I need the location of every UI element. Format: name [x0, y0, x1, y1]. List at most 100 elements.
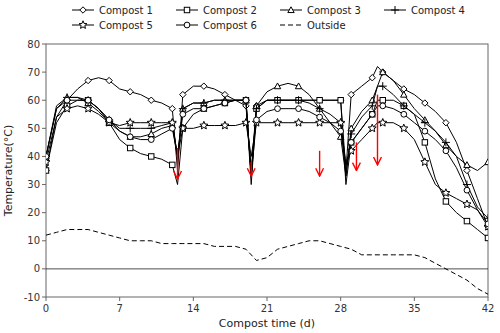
plot-area: [46, 66, 488, 294]
series-marker: [347, 130, 355, 138]
chart: 071421283542-1001020304050607080Compost …: [0, 0, 500, 333]
series-marker: [222, 100, 228, 106]
series-marker: [296, 106, 302, 112]
x-tick: [340, 297, 341, 301]
legend-item: Compost 6: [176, 20, 257, 31]
reference-line: [46, 268, 488, 269]
series-marker: [442, 138, 450, 146]
y-tick: [42, 72, 46, 73]
series-marker: [464, 187, 470, 193]
series-line: [46, 230, 488, 295]
y-tick-label: 50: [27, 123, 40, 134]
series-marker: [368, 124, 376, 132]
legend-label: Compost 3: [307, 5, 361, 16]
series-line: [46, 100, 488, 224]
x-tick: [119, 297, 120, 301]
series-marker: [148, 97, 154, 103]
y-tick-label: -10: [24, 292, 40, 303]
series-marker: [149, 154, 154, 159]
y-tick: [42, 128, 46, 129]
series-marker: [463, 200, 471, 208]
series-marker: [221, 121, 229, 129]
series-marker: [84, 104, 92, 112]
series-marker: [179, 124, 187, 132]
series-marker: [348, 91, 354, 97]
series-marker: [275, 106, 281, 112]
legend-marker: [391, 6, 399, 14]
series-marker: [338, 98, 343, 103]
series-marker: [380, 69, 386, 75]
series-marker: [242, 96, 250, 104]
series-line: [46, 66, 488, 226]
series-marker: [421, 158, 429, 166]
series-marker: [274, 96, 282, 104]
series-marker: [401, 111, 407, 117]
legend: Compost 1Compost 2Compost 3Compost 4Comp…: [72, 5, 465, 31]
x-tick: [414, 297, 415, 301]
legend-swatch: [280, 25, 302, 26]
series-line: [46, 86, 488, 218]
series-marker: [201, 106, 206, 111]
series-marker: [401, 91, 407, 97]
series-marker: [380, 69, 386, 75]
legend-item: Compost 3: [280, 5, 361, 16]
series-marker: [242, 119, 250, 127]
series-marker: [422, 128, 428, 134]
x-tick-label: 7: [116, 303, 122, 314]
y-tick-label: 80: [27, 39, 40, 50]
series-marker: [295, 96, 303, 104]
series-marker: [400, 102, 408, 110]
series-marker: [274, 83, 280, 89]
series-marker: [169, 125, 175, 131]
legend-marker: [80, 7, 86, 13]
series-line: [46, 72, 488, 176]
y-tick-label: 40: [27, 151, 40, 162]
series-marker: [201, 106, 207, 112]
series-marker: [369, 75, 375, 81]
arrow: [377, 95, 378, 165]
series-marker: [317, 114, 323, 120]
y-tick-label: 60: [27, 95, 40, 106]
series-marker: [274, 119, 282, 127]
legend-label: Outside: [307, 20, 346, 31]
series-marker: [380, 98, 385, 103]
series-marker: [46, 167, 49, 173]
x-tick-label: 28: [334, 303, 347, 314]
series-marker: [85, 77, 91, 83]
series-marker: [243, 97, 249, 103]
legend-marker: [184, 22, 190, 28]
series-marker: [243, 97, 249, 103]
x-tick: [193, 297, 194, 301]
y-axis-label: Temperature(°C): [2, 125, 15, 217]
y-tick: [42, 100, 46, 101]
series-marker: [295, 119, 303, 127]
series-marker: [464, 162, 470, 168]
y-tick-label: 20: [27, 207, 40, 218]
series: [46, 97, 488, 226]
series-marker: [85, 97, 91, 103]
series-marker: [180, 91, 186, 97]
series: [46, 98, 488, 241]
series-marker: [126, 119, 134, 127]
series-marker: [46, 154, 49, 160]
y-tick-label: 10: [27, 235, 40, 246]
series-marker: [316, 97, 322, 103]
series-marker: [85, 98, 90, 103]
series-marker: [464, 218, 469, 223]
legend-label: Compost 5: [99, 20, 153, 31]
series-marker: [200, 121, 208, 129]
legend-label: Compost 2: [203, 5, 257, 16]
legend-marker: [79, 21, 87, 29]
arrow: [251, 162, 252, 176]
series-marker: [368, 102, 376, 110]
series-marker: [348, 140, 354, 146]
series-marker: [369, 111, 375, 117]
plot-frame: [46, 44, 488, 297]
series-marker: [64, 97, 70, 103]
x-tick-label: 42: [482, 303, 495, 314]
y-tick-label: 30: [27, 179, 40, 190]
series-marker: [254, 117, 260, 123]
series-marker: [127, 89, 133, 95]
series: [46, 230, 488, 295]
legend-item: Compost 2: [176, 5, 257, 16]
